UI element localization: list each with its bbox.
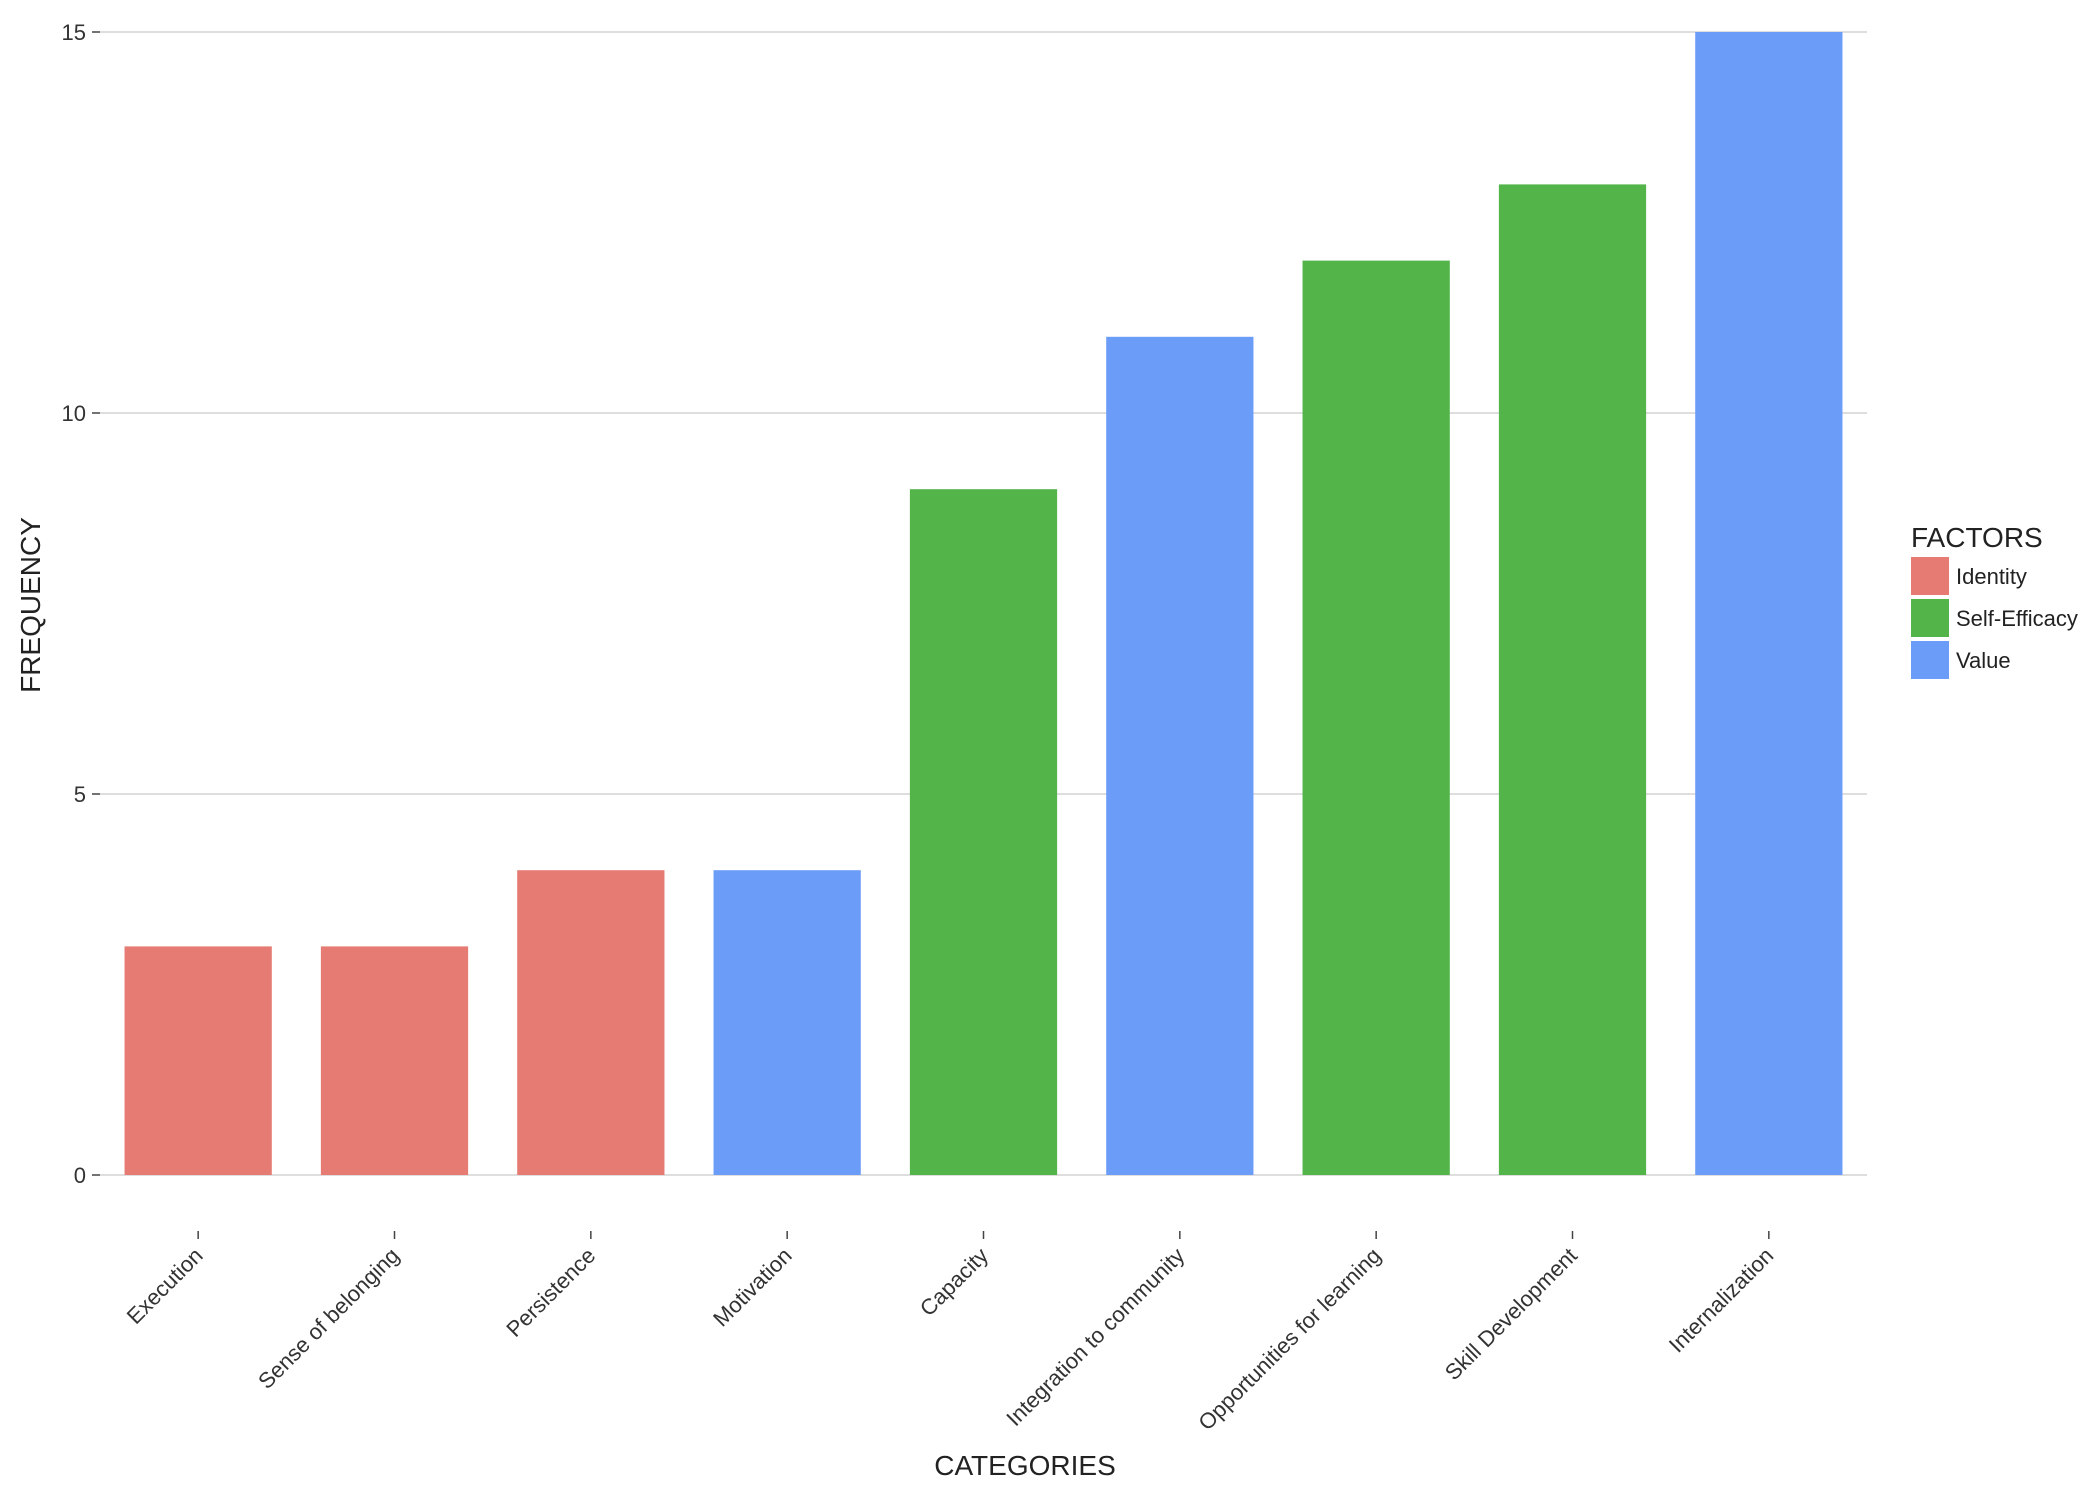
bar-layer xyxy=(124,32,1843,1176)
bar-4 xyxy=(909,489,1058,1175)
legend-swatch-0 xyxy=(1911,557,1949,595)
x-tick-label-3: Motivation xyxy=(708,1243,797,1332)
x-tick-label-0: Execution xyxy=(122,1243,208,1329)
y-axis-title: FREQUENCY xyxy=(15,517,46,693)
bar-8 xyxy=(1695,32,1843,1175)
legend-swatch-2 xyxy=(1911,641,1949,679)
x-tick-label-8: Internalization xyxy=(1664,1243,1779,1358)
legend: FACTORS Identity Self-Efficacy Value xyxy=(1911,522,2078,679)
x-axis: Execution Sense of belonging Persistence Mo… xyxy=(122,1231,1779,1435)
x-tick-label-2: Persistence xyxy=(501,1243,600,1342)
y-axis: 0 5 10 15 xyxy=(62,20,100,1188)
legend-title: FACTORS xyxy=(1911,522,2043,553)
x-tick-label-7: Skill Development xyxy=(1440,1243,1582,1385)
legend-label-0: Identity xyxy=(1956,564,2027,589)
x-tick-label-4: Capacity xyxy=(915,1243,993,1321)
legend-items: Identity Self-Efficacy Value xyxy=(1911,557,2078,679)
bar-7 xyxy=(1498,184,1647,1175)
bar-3 xyxy=(713,870,861,1175)
bar-5 xyxy=(1106,336,1254,1175)
legend-swatch-1 xyxy=(1911,599,1949,637)
bar-2 xyxy=(517,870,665,1175)
legend-label-1: Self-Efficacy xyxy=(1956,606,2078,631)
x-tick-label-5: Integration to community xyxy=(1001,1243,1189,1431)
y-tick-label-1: 5 xyxy=(74,782,86,807)
x-tick-label-6: Opportunities for learning xyxy=(1193,1243,1385,1435)
bar-1 xyxy=(320,946,469,1175)
legend-label-2: Value xyxy=(1956,648,2011,673)
y-tick-label-3: 15 xyxy=(62,20,86,45)
y-tick-label-2: 10 xyxy=(62,401,86,426)
x-tick-label-1: Sense of belonging xyxy=(253,1243,404,1394)
bar-6 xyxy=(1302,260,1450,1176)
y-tick-label-0: 0 xyxy=(74,1163,86,1188)
bar-0 xyxy=(124,946,272,1175)
x-axis-title: CATEGORIES xyxy=(934,1450,1116,1481)
